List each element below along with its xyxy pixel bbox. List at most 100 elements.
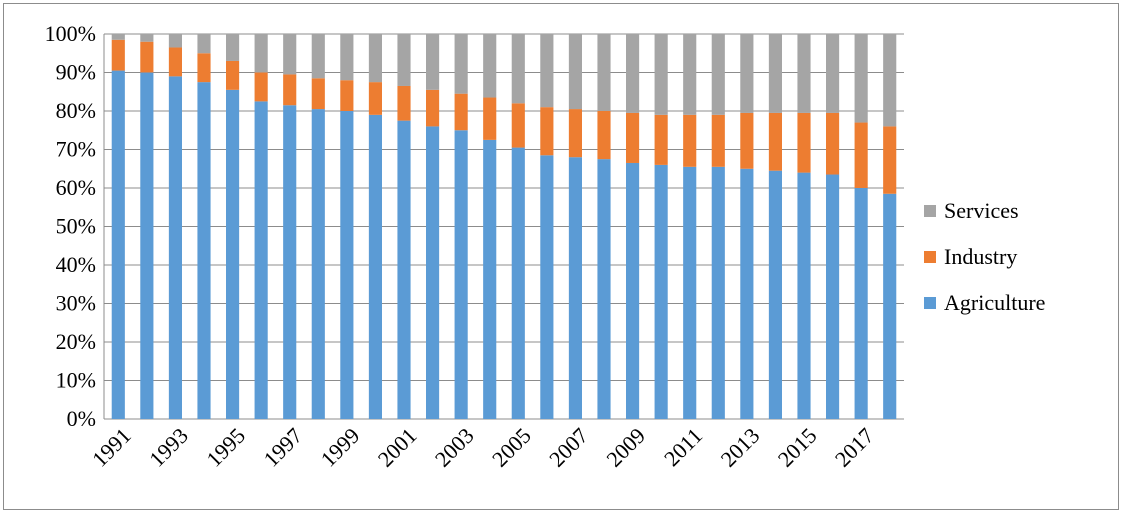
bar-services-2017 xyxy=(854,34,868,123)
bar-services-2006 xyxy=(540,34,554,108)
x-tick-label: 2007 xyxy=(544,423,593,472)
bar-industry-1993 xyxy=(168,47,182,77)
bar-services-1995 xyxy=(226,34,240,61)
legend-swatch-services xyxy=(924,205,936,217)
x-tick-label: 1993 xyxy=(144,423,193,472)
x-tick-label: 1999 xyxy=(316,423,365,472)
bar-services-2003 xyxy=(454,34,468,94)
bar-agriculture-2016 xyxy=(826,174,840,419)
x-tick-label: 2015 xyxy=(773,423,822,472)
bar-industry-2014 xyxy=(768,112,782,171)
bar-agriculture-2015 xyxy=(797,172,811,419)
bar-industry-2018 xyxy=(883,126,897,194)
bar-industry-2011 xyxy=(683,114,697,167)
bar-agriculture-2007 xyxy=(568,157,582,419)
bar-services-1997 xyxy=(283,34,297,75)
bar-services-2016 xyxy=(826,34,840,113)
legend-swatch-agriculture xyxy=(924,297,936,309)
bar-industry-2016 xyxy=(826,112,840,175)
bar-industry-2017 xyxy=(854,122,868,188)
bar-services-2018 xyxy=(883,34,897,127)
x-tick-label: 2011 xyxy=(659,423,707,471)
bar-industry-2001 xyxy=(397,85,411,121)
bar-industry-2015 xyxy=(797,112,811,173)
bar-agriculture-2011 xyxy=(683,166,697,419)
bar-industry-2000 xyxy=(368,82,382,115)
bar-services-2010 xyxy=(654,34,668,115)
bar-services-1994 xyxy=(197,34,211,54)
y-tick-label: 100% xyxy=(45,21,96,46)
bar-services-2015 xyxy=(797,34,811,113)
bar-agriculture-2001 xyxy=(397,120,411,419)
bar-services-2012 xyxy=(711,34,725,115)
y-tick-label: 10% xyxy=(56,368,96,393)
bar-services-2000 xyxy=(368,34,382,83)
bar-services-2005 xyxy=(511,34,525,104)
bar-services-2014 xyxy=(768,34,782,113)
bar-industry-2012 xyxy=(711,114,725,167)
bar-agriculture-1991 xyxy=(111,70,125,419)
bar-services-1999 xyxy=(340,34,354,81)
bar-agriculture-2004 xyxy=(483,139,497,419)
y-tick-label: 60% xyxy=(56,175,96,200)
bar-industry-2005 xyxy=(511,103,525,148)
x-axis-ticks: 1991 1993 1995 1997 1999 2001 2003 2005 2007 2009… xyxy=(87,423,879,472)
bar-agriculture-2000 xyxy=(368,114,382,419)
x-tick-label: 2003 xyxy=(430,423,479,472)
bar-agriculture-2009 xyxy=(626,162,640,419)
y-tick-label: 20% xyxy=(56,329,96,354)
bar-industry-1991 xyxy=(111,39,125,71)
bar-agriculture-1994 xyxy=(197,82,211,419)
bar-services-2013 xyxy=(740,34,754,113)
bar-services-2009 xyxy=(626,34,640,113)
bar-agriculture-2018 xyxy=(883,193,897,419)
y-tick-label: 40% xyxy=(56,252,96,277)
y-tick-label: 70% xyxy=(56,137,96,162)
bar-industry-1997 xyxy=(283,74,297,106)
bar-industry-2002 xyxy=(426,89,440,127)
bars xyxy=(111,34,897,420)
bar-industry-2008 xyxy=(597,111,611,160)
bar-agriculture-1997 xyxy=(283,105,297,419)
bar-agriculture-1992 xyxy=(140,72,154,419)
bar-services-1993 xyxy=(168,34,182,48)
bar-services-1992 xyxy=(140,34,154,42)
bar-agriculture-2017 xyxy=(854,188,868,419)
bar-industry-2009 xyxy=(626,112,640,163)
y-tick-label: 90% xyxy=(56,60,96,85)
bar-agriculture-2005 xyxy=(511,147,525,419)
bar-services-1996 xyxy=(254,34,268,73)
bar-industry-1996 xyxy=(254,72,268,102)
bar-industry-1992 xyxy=(140,41,154,73)
bar-services-1998 xyxy=(311,34,325,79)
bar-agriculture-2006 xyxy=(540,155,554,419)
bar-agriculture-1993 xyxy=(168,76,182,419)
bar-agriculture-2012 xyxy=(711,166,725,419)
x-tick-label: 2001 xyxy=(373,423,422,472)
x-tick-label: 2013 xyxy=(716,423,765,472)
legend: Services Industry Agriculture xyxy=(924,198,1045,315)
x-tick-label: 2009 xyxy=(601,423,650,472)
bar-industry-1994 xyxy=(197,53,211,83)
bar-industry-2010 xyxy=(654,114,668,165)
bar-services-2004 xyxy=(483,34,497,98)
bar-agriculture-1999 xyxy=(340,111,354,419)
bar-agriculture-2003 xyxy=(454,130,468,419)
y-tick-label: 30% xyxy=(56,291,96,316)
bar-services-1991 xyxy=(111,34,125,40)
bar-industry-1998 xyxy=(311,78,325,110)
x-tick-label: 1995 xyxy=(201,423,250,472)
bar-industry-2003 xyxy=(454,93,468,131)
bar-industry-2004 xyxy=(483,97,497,140)
bar-industry-1999 xyxy=(340,80,354,111)
legend-swatch-industry xyxy=(924,251,936,263)
legend-label-industry: Industry xyxy=(944,244,1017,269)
bar-services-2002 xyxy=(426,34,440,90)
bar-services-2011 xyxy=(683,34,697,115)
bar-services-2001 xyxy=(397,34,411,86)
x-tick-label: 2017 xyxy=(830,423,879,472)
y-axis-ticks: 0% 10% 20% 30% 40% 50% 60% 70% 80% 90% 100% xyxy=(45,21,96,431)
y-tick-label: 80% xyxy=(56,98,96,123)
bar-industry-1995 xyxy=(226,60,240,90)
